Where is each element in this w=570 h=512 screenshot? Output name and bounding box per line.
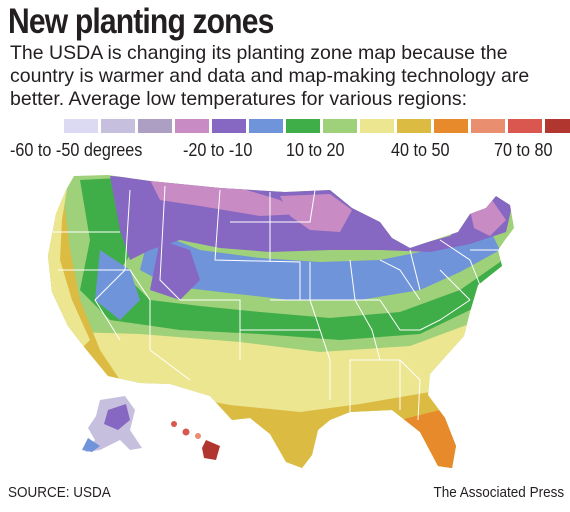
legend-swatch <box>545 119 570 133</box>
legend-swatch <box>323 119 360 133</box>
legend-label: 10 to 20 <box>286 140 345 160</box>
map-title: New planting zones <box>8 2 274 41</box>
legend-swatch <box>286 119 323 133</box>
legend-swatch <box>138 119 175 133</box>
zone-band <box>48 175 90 360</box>
zone-band <box>140 230 500 300</box>
alaska-zone <box>82 438 100 452</box>
zone-band <box>150 240 200 300</box>
legend-swatch <box>212 119 249 133</box>
legend-swatch <box>397 119 434 133</box>
hawaii-island <box>171 421 177 427</box>
hawaii-island <box>195 433 201 439</box>
state-borders <box>50 185 510 421</box>
legend-swatch <box>175 119 212 133</box>
hawaii-inset <box>171 421 220 460</box>
alaska-zone <box>104 404 130 430</box>
alaska-inset <box>82 396 142 452</box>
legend-swatch <box>360 119 397 133</box>
legend-swatch <box>101 119 138 133</box>
hawaii-island <box>182 428 190 436</box>
zone-band <box>280 194 352 232</box>
legend-swatch <box>249 119 286 133</box>
legend-swatch <box>434 119 471 133</box>
zone-band <box>430 432 456 468</box>
legend-label: -20 to -10 <box>183 140 253 160</box>
source-note: SOURCE: USDA <box>8 484 111 501</box>
legend-labels: -60 to -50 degrees -20 to -10 10 to 20 4… <box>0 140 570 166</box>
credit-note: The Associated Press <box>433 484 564 501</box>
legend-color-scale <box>64 119 570 133</box>
us-planting-zone-map <box>48 175 514 468</box>
zone-band <box>150 180 300 216</box>
hawaii-island <box>202 440 220 460</box>
legend-label: 40 to 50 <box>391 140 450 160</box>
zone-bands <box>48 175 514 468</box>
legend-swatch <box>508 119 545 133</box>
legend-swatch <box>471 119 508 133</box>
legend-label: -60 to -50 degrees <box>10 140 143 160</box>
legend-swatch <box>64 119 101 133</box>
map-description: The USDA is changing its planting zone m… <box>10 42 530 110</box>
legend-label: 70 to 80 <box>494 140 553 160</box>
zone-band <box>95 250 140 320</box>
